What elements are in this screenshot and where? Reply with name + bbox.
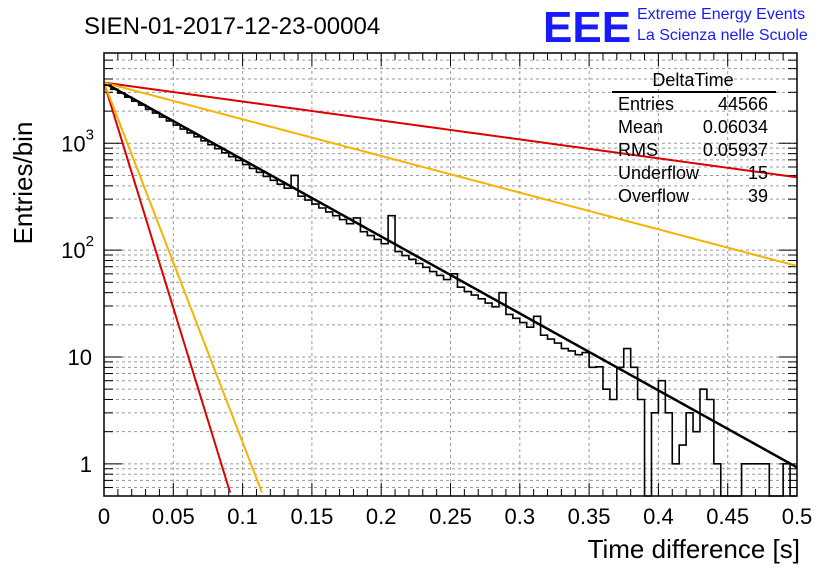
logo-line-2: La Scienza nelle Scuole — [637, 27, 808, 44]
x-tick-label: 0.05 — [152, 504, 195, 529]
fit-curve — [103, 82, 263, 494]
logo-mark: EEE — [543, 3, 631, 52]
chart-title: SIEN-01-2017-12-23-00004 — [84, 13, 380, 40]
stats-row-label: Mean — [618, 117, 663, 137]
stats-row-value: 44566 — [718, 94, 768, 114]
y-tick-base: 10 — [61, 131, 85, 156]
y-tick-base: 10 — [61, 238, 85, 263]
x-axis-label: Time difference [s] — [588, 534, 800, 564]
stats-row-label: Underflow — [618, 163, 700, 183]
histogram — [104, 84, 797, 497]
stats-row-value: 0.05937 — [703, 140, 768, 160]
x-tick-label: 0.5 — [782, 504, 813, 529]
stats-box: DeltaTime Entries 44566 Mean 0.06034 RMS 0.05… — [612, 70, 776, 206]
fit-curve — [103, 81, 798, 179]
y-tick-exp: 2 — [86, 233, 94, 250]
logo-line-1: Extreme Energy Events — [637, 6, 805, 23]
x-tick-label: 0.2 — [366, 504, 397, 529]
stats-row-value: 39 — [748, 186, 768, 206]
y-axis-label: Entries/bin — [8, 122, 38, 245]
fit-curve — [103, 82, 232, 493]
x-tick-label: 0.15 — [290, 504, 333, 529]
y-tick-label: 1 — [80, 452, 92, 477]
fit-curve — [103, 81, 798, 267]
axis-ticks — [103, 53, 798, 496]
stats-header: DeltaTime — [652, 70, 733, 90]
x-tick-label: 0.25 — [429, 504, 472, 529]
y-tick-label: 10 — [68, 345, 92, 370]
eee-logo: EEE Extreme Energy Events La Scienza nel… — [543, 3, 808, 52]
y-tick-label: 103 — [61, 126, 94, 156]
stats-row-value: 0.06034 — [703, 117, 768, 137]
x-tick-label: 0.45 — [706, 504, 749, 529]
histogram-outline — [104, 84, 797, 497]
x-tick-label: 0.35 — [568, 504, 611, 529]
x-tick-labels: 0 0.05 0.1 0.15 0.2 0.25 0.3 0.35 0.4 0.45 0.5 — [98, 504, 812, 529]
y-tick-label: 102 — [61, 233, 94, 263]
x-tick-label: 0 — [98, 504, 110, 529]
x-tick-label: 0.4 — [643, 504, 674, 529]
stats-row-value: 15 — [748, 163, 768, 183]
x-tick-label: 0.1 — [227, 504, 258, 529]
plot-frame — [103, 52, 798, 497]
y-tick-exp: 3 — [86, 126, 94, 143]
stats-row-label: RMS — [618, 140, 658, 160]
x-tick-label: 0.3 — [505, 504, 536, 529]
stats-row-label: Overflow — [618, 186, 690, 206]
grid — [104, 53, 797, 496]
stats-row-label: Entries — [618, 94, 674, 114]
